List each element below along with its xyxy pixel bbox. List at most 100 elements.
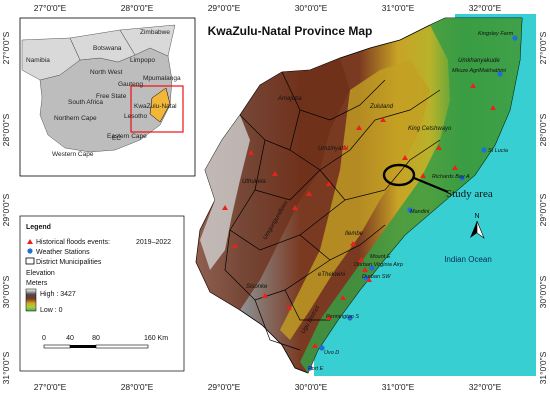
svg-text:N: N [474, 213, 479, 220]
coord-left-label: 27°0'0"S [1, 31, 11, 64]
coord-left-label: 30°0'0"S [1, 275, 11, 308]
inset-label: Gauteng [118, 81, 143, 88]
inset-label: North West [90, 69, 123, 76]
station-marker [369, 265, 375, 271]
district-label: Uthukela [242, 179, 266, 185]
district-label: Zululand [369, 104, 394, 110]
coord-top: 27°0'0"E 28°0'0"E 29°0'0"E 30°0'0"E 31°0… [34, 3, 502, 13]
legend-district-symbol [25, 257, 35, 265]
station-marker [407, 207, 413, 213]
flood-marker [340, 295, 346, 300]
station-marker [363, 275, 369, 281]
station-label: Uvo D [324, 350, 339, 356]
station-labels: Kingsley Farm Mkuze AgriMakhathini St Lu… [308, 31, 514, 372]
coord-left-label: 29°0'0"S [1, 193, 11, 226]
inset-label: Northern Cape [54, 115, 97, 122]
inset-label: Free State [96, 93, 127, 100]
legend-floods-years: 2019–2022 [136, 239, 171, 246]
coord-top-label: 30°0'0"E [295, 3, 328, 13]
legend-districts: District Municipalities [36, 259, 102, 266]
map-title: KwaZulu-Natal Province Map [208, 24, 373, 38]
weather-stations [307, 35, 518, 371]
legend-stations: Weather Stations [36, 249, 90, 256]
coord-bottom-label: 29°0'0"E [208, 382, 241, 392]
coord-bottom-label: 32°0'0"E [469, 382, 502, 392]
flood-events [222, 83, 496, 348]
flood-marker [362, 267, 368, 272]
flood-marker [420, 173, 426, 178]
inset-label: Namibia [26, 57, 50, 64]
inset-map: Botswana Zimbabwe Namibia Limpopo North … [19, 17, 196, 177]
station-label: Durban Virginia Airp [354, 262, 403, 268]
inset-label: Limpopo [130, 57, 155, 64]
study-area-leader [413, 176, 449, 194]
station-label: Durban SW [362, 274, 391, 280]
coord-top-label: 31°0'0"E [382, 3, 415, 13]
flood-marker [358, 257, 364, 262]
inset-label: Botswana [93, 45, 122, 52]
flood-marker [222, 205, 228, 210]
flood-marker [326, 181, 332, 186]
inset-label: Zimbabwe [140, 29, 170, 36]
station-marker [319, 345, 325, 351]
flood-marker [248, 150, 254, 155]
coord-bottom-label: 27°0'0"E [34, 382, 67, 392]
flood-marker [342, 145, 348, 150]
coord-top-label: 27°0'0"E [34, 3, 67, 13]
inset-highlight-box [130, 85, 184, 133]
high-peak-zone [200, 115, 250, 270]
flood-marker [452, 165, 458, 170]
coord-right-label: 28°0'0"S [538, 113, 548, 146]
inset-label: Eastern Cape [107, 133, 147, 140]
inset-neighbours [21, 24, 176, 81]
coord-right-label: 31°0'0"S [538, 351, 548, 384]
station-label: Mandini [410, 209, 430, 215]
coord-top-label: 28°0'0"E [121, 3, 154, 13]
flood-marker [470, 83, 476, 88]
lowland-zone [300, 18, 522, 373]
study-area-label: Study area [446, 188, 493, 200]
flood-marker [490, 105, 496, 110]
district-label: eThekwini [318, 272, 346, 278]
coord-bottom-label: 31°0'0"E [382, 382, 415, 392]
flood-marker [356, 125, 362, 130]
inset-label: Mpumalanga [143, 75, 181, 82]
coord-top-label: 32°0'0"E [469, 3, 502, 13]
inset-label: Western Cape [52, 151, 94, 158]
legend-elevation-ramp [25, 288, 37, 312]
inset-label: South Africa [68, 99, 103, 106]
inset-kzn [149, 87, 171, 123]
inset-label: KwaZulu-Natal [134, 103, 177, 110]
district-label: Amajuba [277, 96, 302, 102]
legend-flood-symbol [27, 239, 33, 244]
district-label: King Cetshwayo [408, 126, 452, 132]
station-marker [347, 315, 353, 321]
coord-left-label: 31°0'0"S [1, 351, 11, 384]
coord-right-label: 27°0'0"S [538, 31, 548, 64]
scale-bar: 0 40 80 160 Km [42, 335, 168, 349]
station-marker [307, 365, 313, 371]
coord-left: 27°0'0"S 28°0'0"S 29°0'0"S 30°0'0"S 31°0… [1, 31, 11, 384]
coord-right: 27°0'0"S 28°0'0"S 29°0'0"S 30°0'0"S 31°0… [538, 31, 548, 384]
legend-low: Low : 0 [40, 307, 63, 314]
scale-label: 0 [42, 335, 46, 342]
scale-label: 40 [66, 335, 74, 342]
station-label: Richards Bay A [432, 174, 470, 180]
coord-left-label: 28°0'0"S [1, 113, 11, 146]
flood-marker [350, 241, 356, 246]
flood-marker [262, 293, 268, 298]
district-label: Umzinyathi [318, 146, 348, 152]
scale-label: 160 Km [144, 335, 168, 342]
inset-label: EC [112, 135, 121, 142]
legend-station-symbol [27, 248, 33, 254]
legend-elevation: Elevation [26, 270, 55, 277]
coord-right-label: 30°0'0"S [538, 275, 548, 308]
legend-meters: Meters [26, 280, 48, 287]
station-marker [512, 35, 518, 41]
station-label: Mkuze AgriMakhathini [452, 68, 507, 74]
station-label: Pennington S [326, 314, 359, 320]
flood-marker [272, 171, 278, 176]
coord-bottom-label: 30°0'0"E [295, 382, 328, 392]
district-boundaries [224, 71, 441, 351]
flood-marker [292, 205, 298, 210]
